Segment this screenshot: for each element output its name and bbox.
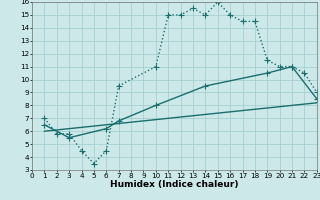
X-axis label: Humidex (Indice chaleur): Humidex (Indice chaleur)	[110, 180, 239, 189]
